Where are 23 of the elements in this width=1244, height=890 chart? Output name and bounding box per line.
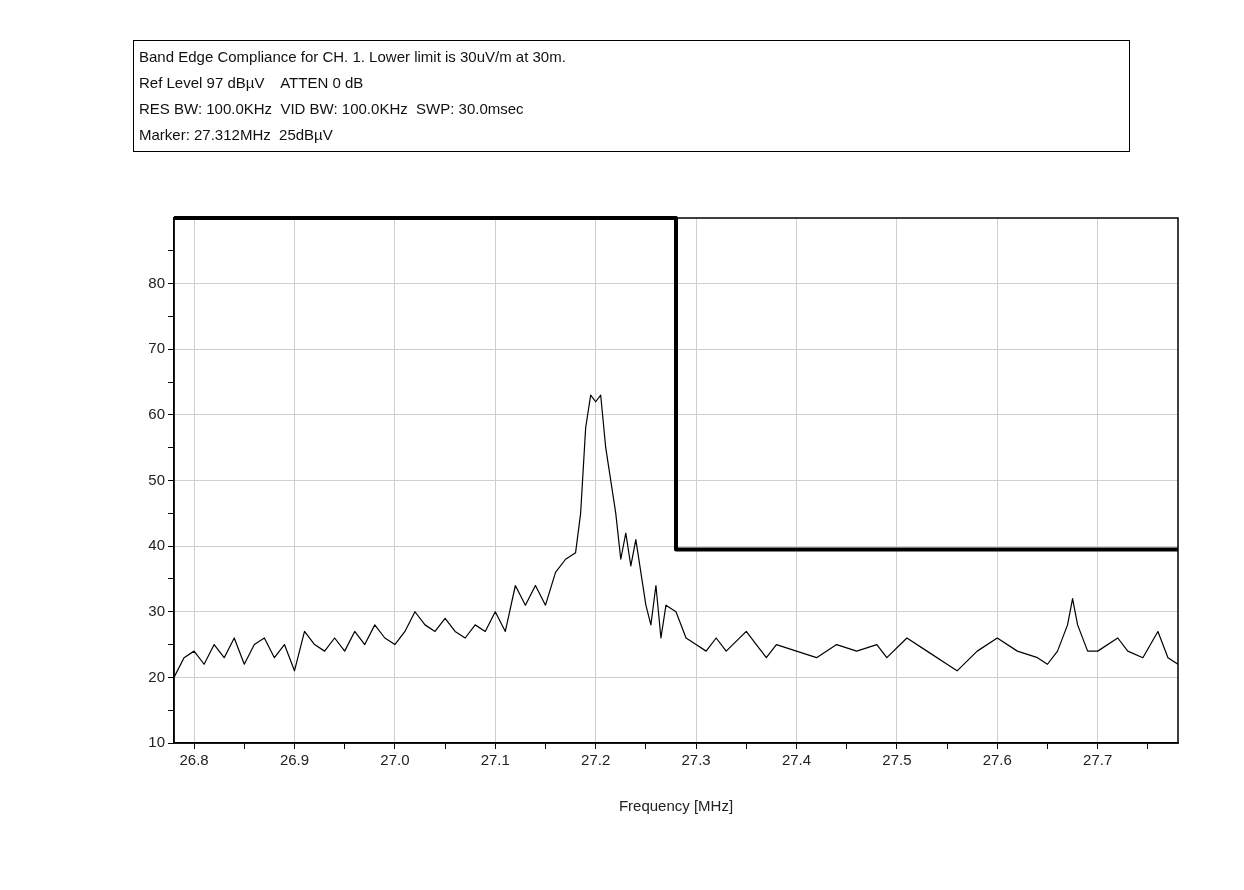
y-tick-label: 70: [148, 339, 165, 357]
y-tick-label: 80: [148, 273, 165, 291]
x-tick-label: 27.3: [681, 751, 711, 769]
x-tick-label: 26.8: [179, 751, 209, 769]
x-tick-label: 27.4: [781, 751, 812, 769]
x-tick-label: 27.2: [581, 751, 611, 769]
x-tick-label: 27.0: [380, 751, 410, 769]
text: RES BW: 100.0KHz VID BW: 100.0KHz SWP: 30.0msec: [139, 99, 525, 119]
y-tick-label: 40: [148, 536, 165, 554]
y-tick-label: 60: [148, 405, 165, 423]
x-tick-label: 26.9: [279, 751, 310, 769]
x-tick-label: 27.7: [1083, 751, 1113, 769]
y-tick-label: 30: [148, 601, 165, 619]
text: Ref Level 97 dBµV ATTEN 0 dB: [139, 73, 365, 93]
x-tick-label: 27.6: [982, 751, 1012, 769]
y-tick-label: 10: [148, 733, 165, 751]
x-axis-title: Frequency [MHz]: [618, 797, 734, 815]
x-tick-label: 27.5: [882, 751, 912, 769]
text: Marker: 27.312MHz 25dBµV: [139, 125, 334, 145]
chart-title: Band Edge Compliance for CH. 1. Lower limit is 30uV/m at 30m.: [139, 47, 567, 67]
x-tick-label: 27.1: [480, 751, 510, 769]
y-tick-label: 50: [148, 470, 165, 488]
y-tick-label: 20: [148, 667, 165, 685]
